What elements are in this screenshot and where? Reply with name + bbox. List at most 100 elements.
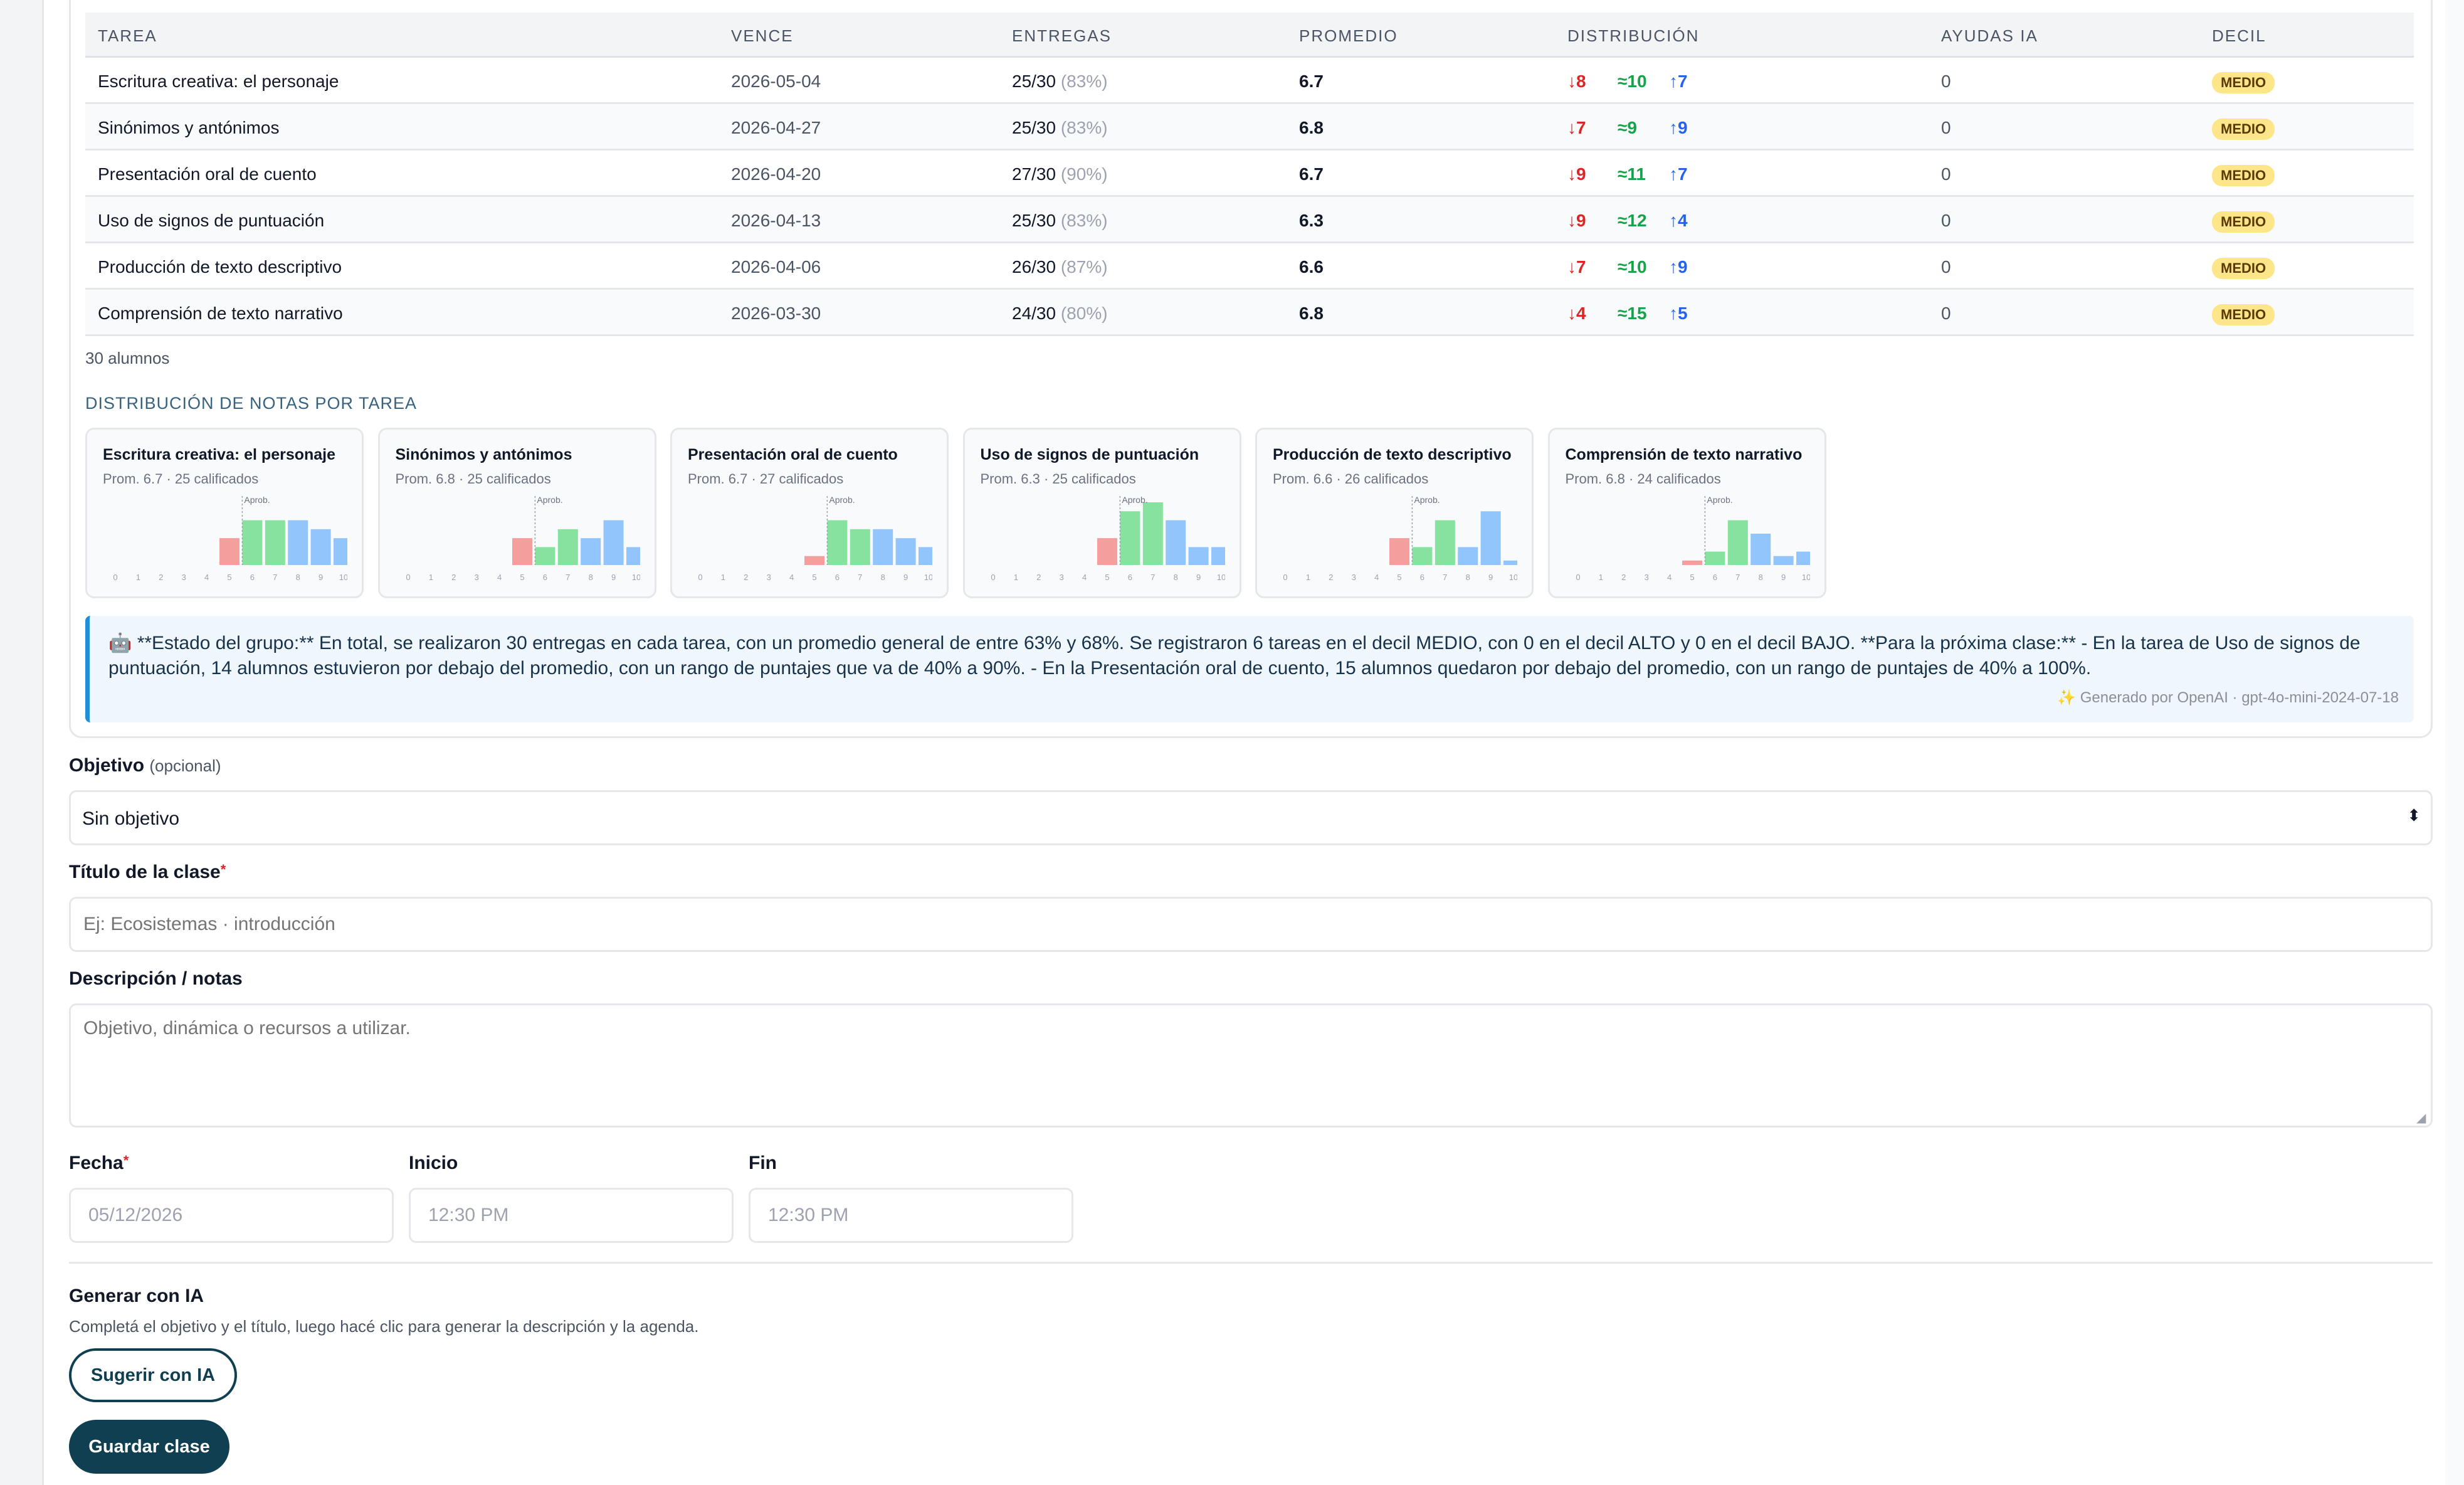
chart-bar bbox=[1188, 547, 1209, 565]
tick-label: 3 bbox=[1059, 573, 1063, 582]
table-row: Sinónimos y antónimos 2026-04-27 25/30 (83… bbox=[85, 104, 2414, 151]
tick-label: 2 bbox=[1621, 573, 1626, 582]
tick-label: 7 bbox=[1150, 573, 1155, 582]
summary-text: 🤖 **Estado del grupo:** En total, se rea… bbox=[108, 633, 2361, 679]
chart-bar bbox=[1796, 551, 1810, 565]
title-input[interactable] bbox=[69, 897, 2433, 952]
task-table: TAREA VENCE ENTREGAS PROMEDIO DISTRIBUCI… bbox=[85, 13, 2414, 336]
tick-label: 7 bbox=[273, 573, 277, 582]
table-row: Presentación oral de cuento 2026-04-20 27/… bbox=[85, 151, 2414, 197]
end-time-input[interactable]: 12:30 PM bbox=[749, 1188, 1073, 1243]
section-divider bbox=[69, 1262, 2433, 1264]
due-date: 2026-04-20 bbox=[731, 164, 821, 184]
submissions: 26/30 (87%) bbox=[1012, 257, 1108, 277]
task-name: Sinónimos y antónimos bbox=[98, 118, 280, 137]
task-name: Presentación oral de cuento bbox=[98, 164, 317, 184]
chart-bar bbox=[1773, 556, 1794, 565]
tick-label: 5 bbox=[1690, 573, 1694, 582]
decile-badge: MEDIO bbox=[2212, 71, 2275, 93]
distribution: ↓9 ≈12 ↑4 bbox=[1567, 211, 1688, 230]
tick-label: 8 bbox=[1173, 573, 1177, 582]
description-textarea[interactable] bbox=[69, 1003, 2433, 1128]
tick-label: 3 bbox=[1352, 573, 1356, 582]
tick-label: 1 bbox=[428, 573, 433, 582]
tick-label: 1 bbox=[721, 573, 725, 582]
tick-label: 2 bbox=[1329, 573, 1333, 582]
tick-label: 9 bbox=[611, 573, 615, 582]
tick-label: 9 bbox=[1488, 573, 1493, 582]
table-row: Escritura creativa: el personaje 2026-05-… bbox=[85, 58, 2414, 104]
tick-label: 10 bbox=[1216, 573, 1224, 582]
table-row: Uso de signos de puntuación 2026-04-13 25/… bbox=[85, 197, 2414, 243]
students-count: 30 alumnos bbox=[85, 349, 170, 367]
table-row: Comprensión de texto narrativo 2026-03-30… bbox=[85, 290, 2414, 336]
submissions: 25/30 (83%) bbox=[1012, 118, 1108, 137]
ai-help-count: 0 bbox=[1941, 257, 1951, 277]
chart-bar bbox=[895, 538, 916, 565]
date-label: Fecha* bbox=[69, 1153, 129, 1173]
tick-label: 8 bbox=[296, 573, 300, 582]
chart-bar bbox=[265, 520, 285, 565]
chart-bar bbox=[1389, 538, 1409, 565]
tick-label: 2 bbox=[744, 573, 748, 582]
resize-handle-icon[interactable]: ◢ bbox=[2416, 1111, 2426, 1125]
tick-label: 3 bbox=[767, 573, 771, 582]
chart-title: Sinónimos y antónimos bbox=[395, 446, 572, 463]
page-scrollbar[interactable] bbox=[2445, 0, 2464, 1485]
tick-label: 8 bbox=[588, 573, 592, 582]
chart-bar bbox=[1412, 547, 1433, 565]
task-name: Producción de texto descriptivo bbox=[98, 257, 342, 277]
start-label: Inicio bbox=[409, 1153, 458, 1173]
chart-svg: Aprob. 0 1 2 3 4 5 6 7 8 9 10 bbox=[991, 495, 1225, 582]
chart-bar bbox=[310, 529, 331, 565]
objective-label: Objetivo (opcional) bbox=[69, 755, 221, 776]
chart-title: Escritura creativa: el personaje bbox=[103, 446, 336, 463]
header-average: PROMEDIO bbox=[1299, 26, 1398, 45]
distribution-title: DISTRIBUCIÓN DE NOTAS POR TAREA bbox=[85, 394, 418, 413]
header-ai-help: AYUDAS IA bbox=[1941, 26, 2038, 45]
tick-label: 7 bbox=[1443, 573, 1447, 582]
suggest-ai-button[interactable]: Sugerir con IA bbox=[69, 1348, 237, 1402]
chart-bar bbox=[919, 547, 932, 565]
tick-label: 0 bbox=[1283, 573, 1287, 582]
tick-label: 1 bbox=[1598, 573, 1603, 582]
chart-bar bbox=[288, 520, 308, 565]
submissions: 24/30 (80%) bbox=[1012, 304, 1108, 323]
date-input[interactable]: 05/12/2026 bbox=[69, 1188, 394, 1243]
due-date: 2026-04-13 bbox=[731, 211, 821, 230]
ai-help-count: 0 bbox=[1941, 71, 1951, 91]
chart-bar bbox=[873, 529, 893, 565]
chart-bar bbox=[219, 538, 240, 565]
select-arrow-icon: ⬍ bbox=[2407, 806, 2421, 825]
chart-title: Uso de signos de puntuación bbox=[980, 446, 1199, 463]
chart-bar bbox=[1119, 511, 1140, 565]
chart-bar bbox=[242, 520, 263, 565]
average: 6.6 bbox=[1299, 257, 1324, 277]
tick-label: 4 bbox=[1666, 573, 1671, 582]
header-due: VENCE bbox=[731, 26, 794, 45]
tick-label: 9 bbox=[903, 573, 908, 582]
pass-mark-label: Aprob. bbox=[1414, 495, 1440, 505]
save-class-button[interactable]: Guardar clase bbox=[69, 1420, 229, 1474]
description-label: Descripción / notas bbox=[69, 968, 243, 989]
chart-bar bbox=[827, 520, 848, 565]
decile-badge: MEDIO bbox=[2212, 304, 2275, 325]
tick-label: 0 bbox=[698, 573, 702, 582]
grade-chart: Escritura creativa: el personaje Prom. 6.… bbox=[85, 428, 364, 598]
grade-chart: Sinónimos y antónimos Prom. 6.8 · 25 cali… bbox=[377, 428, 656, 598]
grade-chart: Uso de signos de puntuación Prom. 6.3 · 2… bbox=[962, 428, 1241, 598]
tick-label: 4 bbox=[1082, 573, 1086, 582]
left-rail bbox=[0, 0, 44, 1485]
ai-gen-title: Generar con IA bbox=[69, 1286, 204, 1306]
chart-subtitle: Prom. 6.3 · 25 calificados bbox=[980, 471, 1136, 487]
chart-title: Comprensión de texto narrativo bbox=[1565, 446, 1803, 463]
start-time-input[interactable]: 12:30 PM bbox=[409, 1188, 734, 1243]
tick-label: 6 bbox=[835, 573, 840, 582]
chart-bar bbox=[1704, 551, 1725, 565]
tick-label: 1 bbox=[1306, 573, 1310, 582]
header-submissions: ENTREGAS bbox=[1012, 26, 1112, 45]
chart-bar bbox=[1480, 511, 1501, 565]
objective-select[interactable]: Sin objetivo ⬍ bbox=[69, 790, 2433, 845]
chart-bar bbox=[1165, 520, 1186, 565]
header-decile: DECIL bbox=[2212, 26, 2267, 45]
